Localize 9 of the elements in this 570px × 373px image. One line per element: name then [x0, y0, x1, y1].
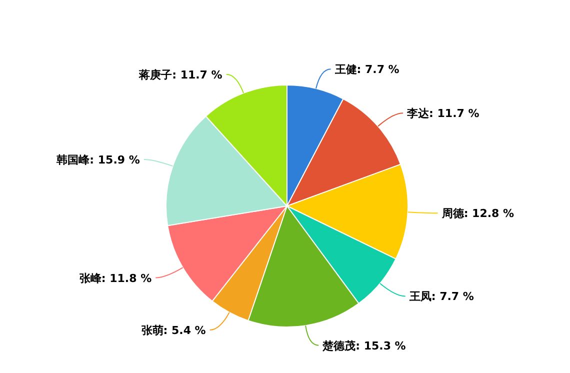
- slice-label: 周德: 12.8 %: [440, 207, 514, 220]
- slice-label: 楚德茂: 15.3 %: [322, 339, 406, 352]
- slice-label: 王健: 7.7 %: [334, 63, 400, 76]
- slice-label: 张萌: 5.4 %: [141, 324, 206, 337]
- slice-label: 韩国峰: 15.9 %: [56, 153, 140, 166]
- slice-label: 蒋庚子: 11.7 %: [138, 68, 222, 82]
- slice-label: 李达: 11.7 %: [406, 107, 480, 120]
- slice-label: 张峰: 11.8 %: [79, 272, 152, 285]
- slice-label: 王凤: 7.7 %: [408, 290, 474, 304]
